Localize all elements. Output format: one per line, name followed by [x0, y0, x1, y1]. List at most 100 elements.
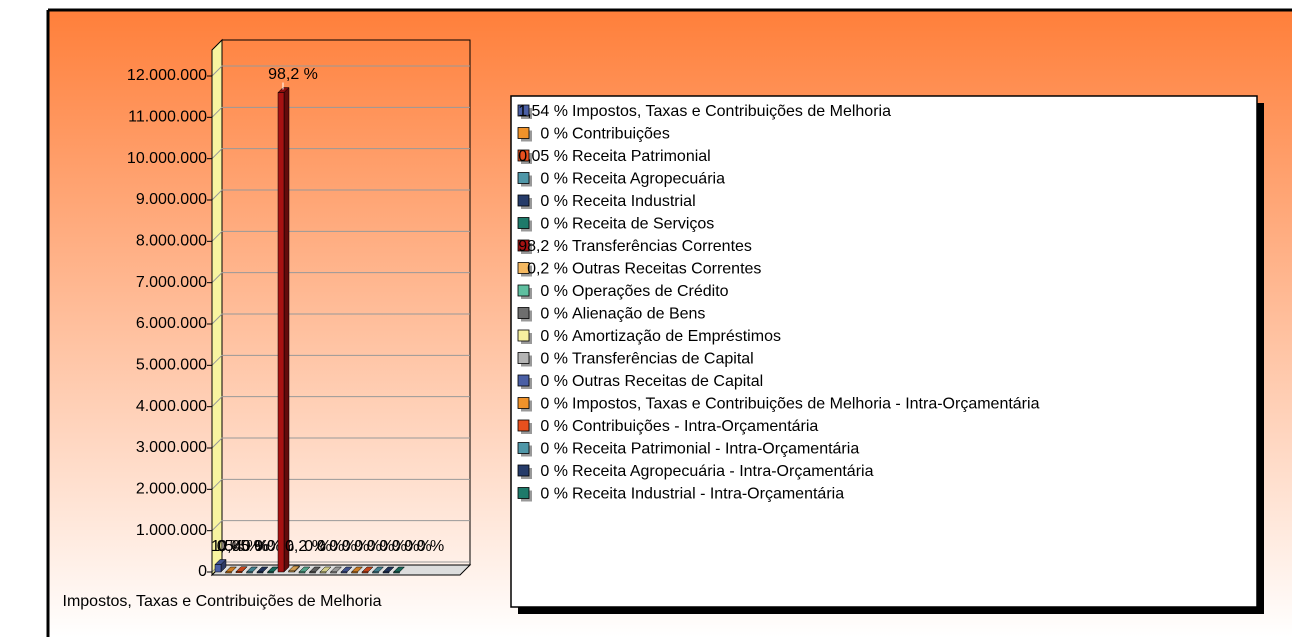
bar-face	[256, 571, 264, 574]
bar	[319, 566, 332, 574]
legend-label: Receita Agropecuária - Intra-Orçamentári…	[572, 463, 874, 480]
bar-face	[340, 571, 348, 574]
bar-face	[393, 571, 400, 574]
legend-label: Receita Industrial - Intra-Orçamentária	[572, 486, 844, 503]
y-tick-label: 10.000.000	[127, 150, 207, 167]
y-tick-label: 11.000.000	[128, 109, 207, 126]
legend-percent: 0 %	[540, 486, 568, 503]
legend-swatch	[517, 374, 530, 387]
grid-line	[211, 354, 470, 366]
side-wall	[211, 38, 223, 577]
legend-percent: 0 %	[540, 216, 568, 233]
legend-percent: 0 %	[540, 441, 568, 458]
bar	[298, 566, 311, 574]
legend-label: Receita de Serviços	[572, 216, 714, 233]
bar	[256, 566, 269, 574]
legend-percent: 0,05 %	[518, 148, 568, 165]
legend-percent: 0 %	[540, 418, 568, 435]
bar-face	[382, 571, 390, 574]
bar-face	[267, 571, 274, 574]
legend-label: Outras Receitas Correntes	[572, 261, 761, 278]
legend-swatch	[517, 284, 530, 297]
bar	[214, 558, 227, 573]
data-label: 0 %	[379, 538, 407, 555]
bar	[287, 565, 301, 573]
bar	[245, 566, 259, 574]
y-tick-label: 12.000.000	[127, 67, 207, 84]
bar-face	[330, 571, 337, 574]
data-label: 0 %	[367, 538, 395, 555]
data-label: 0,05 %	[218, 538, 268, 555]
legend-percent: 0 %	[540, 373, 568, 390]
grid-line	[211, 396, 470, 408]
legend-label: Contribuições	[572, 126, 670, 143]
legend-swatch	[517, 307, 530, 319]
data-label: 0 %	[304, 538, 332, 555]
legend-percent: 0 %	[540, 396, 568, 413]
bar	[224, 566, 238, 574]
legend-percent: 0 %	[540, 193, 568, 210]
data-label: 0,2 %	[285, 538, 326, 555]
bar	[392, 566, 406, 574]
legend-label: Outras Receitas de Capital	[572, 373, 763, 390]
bar-face	[277, 92, 285, 573]
bar-face	[351, 571, 358, 574]
legend-label: Operações de Crédito	[572, 283, 729, 300]
y-tick-label: 6.000.000	[136, 315, 207, 332]
legend-percent: 0 %	[540, 171, 568, 188]
legend-label: Alienação de Bens	[572, 306, 705, 323]
legend-label: Transferências de Capital	[572, 351, 754, 368]
y-tick-label: 5.000.000	[136, 357, 207, 374]
legend-percent: 0 %	[540, 463, 568, 480]
y-tick-label: 4.000.000	[136, 398, 207, 415]
legend-swatch	[517, 149, 530, 162]
bar	[329, 566, 343, 574]
data-label: 0 %	[392, 538, 420, 555]
bar-face	[283, 86, 290, 573]
data-label: 0 %	[242, 538, 270, 555]
bar-face	[214, 564, 222, 573]
data-label: 0 %	[329, 538, 357, 555]
legend-percent: 0 %	[540, 283, 568, 300]
bar-face	[298, 571, 306, 574]
legend-swatch	[517, 104, 530, 117]
data-label: 0 %	[342, 538, 370, 555]
bar	[308, 566, 322, 574]
bar-face	[225, 571, 232, 574]
data-label: 0 %	[404, 538, 432, 555]
legend-swatch	[517, 194, 530, 207]
y-tick-label: 8.000.000	[136, 233, 207, 250]
legend-label: Receita Patrimonial	[572, 148, 711, 165]
y-tick-label: 2.000.000	[136, 481, 207, 498]
grid-line	[211, 272, 470, 284]
bar-face	[319, 571, 327, 574]
legend-label: Receita Patrimonial - Intra-Orçamentária	[572, 441, 859, 458]
legend-percent: 0 %	[540, 351, 568, 368]
grid-line	[211, 189, 470, 201]
legend-box	[510, 95, 1258, 608]
data-label: 98,2 %	[268, 66, 318, 83]
bar	[361, 566, 374, 574]
bar-face	[288, 570, 295, 573]
legend-percent: 0,2 %	[527, 261, 568, 278]
data-label: 0 %	[254, 538, 282, 555]
legend-percent: 0 %	[540, 328, 568, 345]
grid-line	[211, 65, 470, 77]
legend-percent: 98,2 %	[518, 238, 568, 255]
legend-swatch	[517, 464, 530, 477]
legend-swatch	[517, 329, 530, 342]
legend-swatch	[517, 262, 530, 274]
grid-line	[211, 520, 470, 532]
y-tick-label: 7.000.000	[136, 274, 207, 291]
data-label: 1,54 %	[211, 538, 261, 555]
grid-line	[211, 148, 470, 160]
legend-swatch	[517, 419, 530, 432]
grid-line	[211, 478, 470, 490]
bar-face	[246, 571, 253, 574]
bar-face	[372, 571, 379, 574]
data-label: 0 %	[217, 538, 245, 555]
bar	[277, 86, 290, 573]
legend-swatch	[517, 487, 530, 499]
legend-swatch	[517, 172, 530, 184]
data-label: 0 %	[317, 538, 345, 555]
